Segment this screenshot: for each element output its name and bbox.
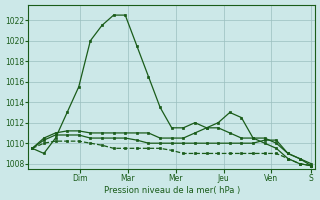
X-axis label: Pression niveau de la mer( hPa ): Pression niveau de la mer( hPa ) — [104, 186, 240, 195]
